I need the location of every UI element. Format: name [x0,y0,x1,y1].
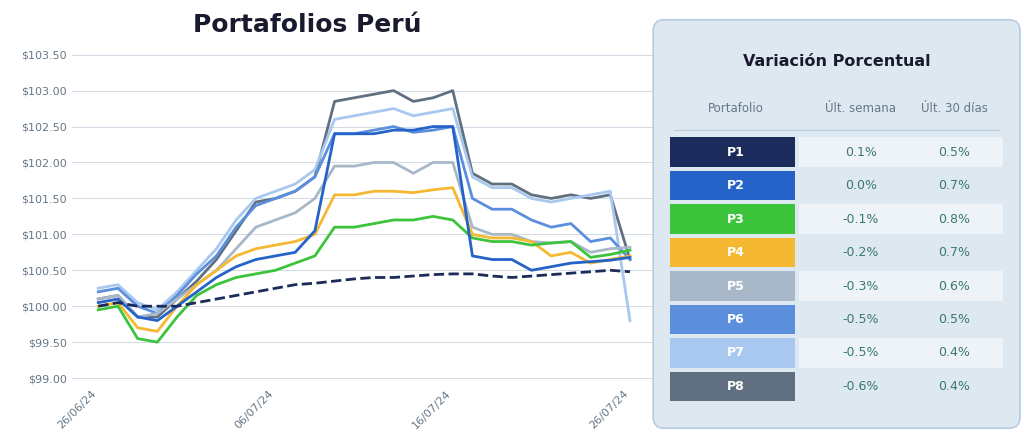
Text: -0.3%: -0.3% [843,280,879,293]
Text: -0.6%: -0.6% [843,380,879,393]
Text: P7: P7 [727,346,745,359]
FancyBboxPatch shape [671,204,795,234]
FancyBboxPatch shape [671,271,795,301]
FancyBboxPatch shape [671,137,795,167]
Text: 0.5%: 0.5% [938,146,971,159]
Text: -0.1%: -0.1% [843,212,879,225]
Text: 0.1%: 0.1% [845,146,877,159]
Text: Portafolios Perú: Portafolios Perú [193,13,422,38]
FancyBboxPatch shape [671,238,795,267]
Text: P5: P5 [727,280,745,293]
FancyBboxPatch shape [799,137,1002,167]
Text: P3: P3 [727,212,745,225]
FancyBboxPatch shape [671,305,795,334]
Text: Últ. 30 días: Últ. 30 días [921,102,988,115]
Text: -0.5%: -0.5% [843,313,879,326]
FancyBboxPatch shape [799,204,1002,234]
Text: 0.4%: 0.4% [938,346,970,359]
Text: Últ. semana: Últ. semana [825,102,896,115]
Text: 0.7%: 0.7% [938,179,971,192]
FancyBboxPatch shape [671,338,795,368]
Text: 0.8%: 0.8% [938,212,971,225]
Text: -0.5%: -0.5% [843,346,879,359]
FancyBboxPatch shape [671,171,795,200]
Text: 0.6%: 0.6% [938,280,970,293]
Text: -0.2%: -0.2% [843,246,879,259]
FancyBboxPatch shape [799,271,1002,301]
Text: 0.0%: 0.0% [845,179,877,192]
Text: Variación Porcentual: Variación Porcentual [742,55,931,69]
Text: P1: P1 [727,146,745,159]
Text: Portafolio: Portafolio [709,102,764,115]
FancyBboxPatch shape [671,371,795,401]
Text: P8: P8 [727,380,745,393]
FancyBboxPatch shape [799,338,1002,368]
Text: 0.5%: 0.5% [938,313,971,326]
Text: 0.7%: 0.7% [938,246,971,259]
FancyBboxPatch shape [653,20,1020,428]
Text: 0.4%: 0.4% [938,380,970,393]
Text: P2: P2 [727,179,745,192]
Text: P4: P4 [727,246,745,259]
Text: P6: P6 [727,313,745,326]
